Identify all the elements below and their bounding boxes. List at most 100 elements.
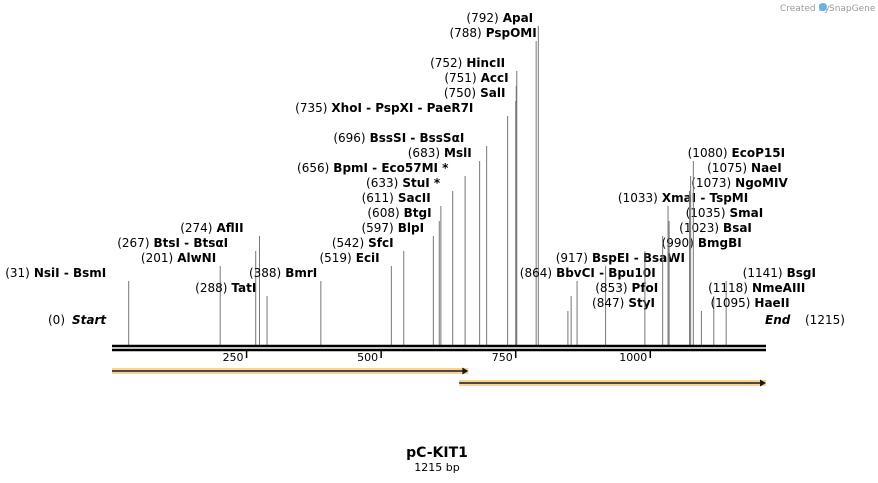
site-btsi-btsai[interactable]: (267) BtsI - BtsαI [117,236,257,345]
site-haeii[interactable]: (1095) HaeII [700,296,790,345]
site-enzyme-name: SfcI [368,236,393,250]
site-enzyme-name: EciI [356,251,380,265]
credit-brand: SnapGene [829,4,876,14]
end-pos-label: (1215) [805,313,845,327]
tick-label-250: 250 [223,351,244,364]
site-enzyme-name: BsaI [723,221,752,235]
site-stui[interactable]: (633) StuI * [366,176,454,345]
site-position: (751) [444,71,476,85]
site-bspei[interactable]: (917) BspEI - BsaWI [556,251,685,345]
site-position: (752) [430,56,462,70]
site-position: (1023) [679,221,719,235]
site-bpmi[interactable]: (656) BpmI - Eco57MI * [297,161,466,345]
site-btgi[interactable]: (608) BtgI [367,206,440,345]
start-label: (0) Start [48,313,107,327]
site-enzyme-name: SacII [398,191,431,205]
site-enzyme-name: ApaI [503,11,533,25]
site-position: (1075) [707,161,747,175]
site-msli[interactable]: (683) MslI [408,146,481,345]
site-nmeaiii[interactable]: (1118) NmeAIII [708,281,805,345]
site-enzyme-name: NmeAIII [752,281,805,295]
site-ecii[interactable]: (519) EciI [319,251,392,345]
site-position: (917) [556,251,588,265]
site-enzyme-name: EcoP15I [732,146,786,160]
snapgene-logo-icon [819,3,827,11]
site-position: (274) [180,221,212,235]
site-position: (1141) [743,266,783,280]
site-bmri[interactable]: (388) BmrI [249,266,322,345]
site-enzyme-name: BmrI [285,266,317,280]
ruler-ticks: 250 500 750 1000 [223,351,652,364]
site-alwni[interactable]: (201) AlwNI [141,251,221,345]
site-ecop15i[interactable]: (1080) EcoP15I [688,146,785,345]
site-pspomi[interactable]: (788) PspOMI [449,26,537,345]
feature-arrow-2-head [760,379,766,387]
site-position: (201) [141,251,173,265]
site-pfoi[interactable]: (853) PfoI [570,281,658,345]
site-enzyme-name: PspOMI [486,26,537,40]
site-position: (633) [366,176,398,190]
credit-text: Created by [780,4,830,14]
start-pos-label: (0) [48,313,65,327]
site-xmai[interactable]: (1033) XmaI - TspMI [618,191,748,345]
site-bsssi[interactable]: (696) BssSI - BssSαI [333,131,488,345]
site-acci[interactable]: (751) AccI [444,71,517,345]
feature-arrow-1-head [462,367,469,375]
tick-label-1000: 1000 [619,351,647,364]
site-enzyme-name: HaeII [754,296,789,310]
site-position: (990) [662,236,694,250]
tick-label-750: 750 [492,351,513,364]
site-enzyme-name: StyI [628,296,655,310]
site-position: (683) [408,146,440,160]
site-enzyme-name: BlpI [398,221,424,235]
start-name: Start [72,313,107,327]
site-ngomiv[interactable]: (1073) NgoMIV [689,176,789,345]
site-blpi[interactable]: (597) BlpI [361,221,434,345]
site-enzyme-name: XmaI - TspMI [662,191,748,205]
site-enzyme-name: NsiI - BsmI [34,266,106,280]
site-bsgi[interactable]: (1141) BsgI [725,266,816,345]
site-position: (864) [520,266,552,280]
site-position: (1095) [711,296,751,310]
site-apai[interactable]: (792) ApaI [466,11,539,345]
plasmid-name: pC-KIT1 [406,445,468,461]
site-enzyme-name: AccI [481,71,509,85]
site-styi[interactable]: (847) StyI [567,296,655,345]
site-aflii[interactable]: (274) AflII [180,221,260,345]
backbone [112,344,766,352]
site-naei[interactable]: (1075) NaeI [690,161,782,345]
site-enzyme-name: BspEI - BsaWI [592,251,685,265]
site-bmgbi[interactable]: (990) BmgBI [644,236,742,345]
site-enzyme-name: HincII [466,56,505,70]
site-position: (735) [295,101,327,115]
site-position: (696) [333,131,365,145]
feature-arrows[interactable] [112,367,766,387]
site-xhoi[interactable]: (735) XhoI - PspXI - PaeR7I [295,101,509,345]
site-position: (388) [249,266,281,280]
site-sacii[interactable]: (611) SacII [362,191,442,345]
site-smai[interactable]: (1035) SmaI [668,206,763,345]
site-position: (847) [592,296,624,310]
site-enzyme-name: AlwNI [177,251,216,265]
site-enzyme-name: SalI [480,86,505,100]
site-position: (1118) [708,281,748,295]
site-sali[interactable]: (750) SalI [444,86,517,345]
site-position: (853) [595,281,627,295]
site-position: (542) [332,236,364,250]
site-position: (267) [117,236,149,250]
site-hincii[interactable]: (752) HincII [430,56,518,345]
site-position: (750) [444,86,476,100]
site-sfci[interactable]: (542) SfcI [332,236,405,345]
site-position: (1033) [618,191,658,205]
site-position: (792) [466,11,498,25]
site-enzyme-name: BtsI - BtsαI [154,236,229,250]
site-tati[interactable]: (288) TatI [195,281,268,345]
site-nsii-bsmi[interactable]: (31) NsiI - BsmI [5,266,130,345]
site-enzyme-name: NgoMIV [735,176,788,190]
site-position: (788) [449,26,481,40]
site-enzyme-name: XhoI - PspXI - PaeR7I [331,101,473,115]
site-enzyme-name: TatI [231,281,256,295]
restriction-sites: (31) NsiI - BsmI (201) AlwNI (267) BtsI - Bts… [5,11,816,345]
site-position: (1035) [686,206,726,220]
